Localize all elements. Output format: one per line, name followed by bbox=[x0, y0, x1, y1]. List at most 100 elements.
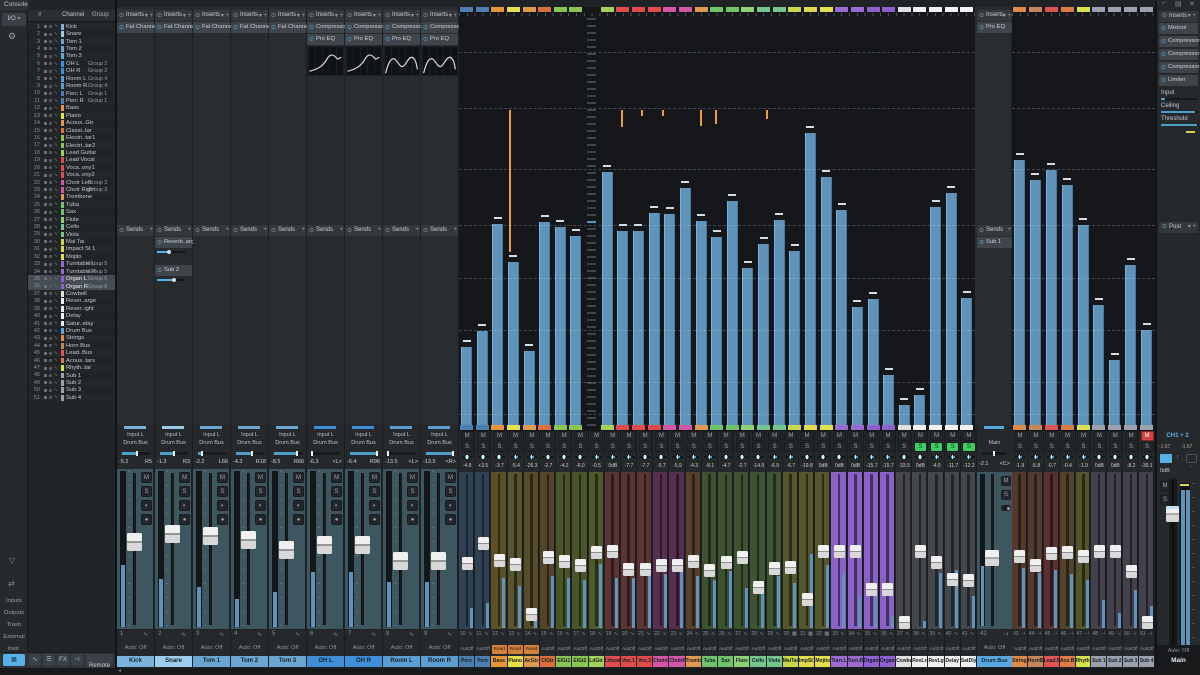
insert-slot[interactable] bbox=[1159, 75, 1198, 86]
automation-mode[interactable]: Auto: Off bbox=[276, 645, 299, 651]
automation-mode[interactable]: AutOff bbox=[880, 647, 895, 652]
fader-cap[interactable] bbox=[736, 551, 748, 565]
mute-button[interactable]: M bbox=[557, 431, 571, 441]
strip-name[interactable]: ElGt2 bbox=[572, 656, 588, 667]
record-button[interactable]: ● bbox=[445, 514, 456, 525]
fader-value[interactable]: 0dB bbox=[851, 463, 861, 469]
channel-name[interactable]: Perc L bbox=[66, 90, 83, 97]
channel-row[interactable] bbox=[28, 141, 115, 150]
channel-row[interactable] bbox=[28, 356, 115, 365]
pan-handle[interactable] bbox=[311, 451, 314, 456]
solo-button[interactable]: S bbox=[703, 442, 717, 452]
pan-handle[interactable] bbox=[644, 455, 646, 459]
channel-color-chip[interactable] bbox=[61, 194, 64, 201]
add-button[interactable]: + bbox=[1007, 227, 1011, 234]
fader-value[interactable]: -5.4 bbox=[511, 463, 520, 469]
fader-cap[interactable] bbox=[833, 545, 845, 558]
monitor-button[interactable]: ◐ bbox=[179, 500, 190, 511]
fader-value[interactable]: -5.9 bbox=[673, 463, 682, 469]
channel-color-chip[interactable] bbox=[61, 120, 64, 127]
fader-cap[interactable] bbox=[493, 553, 505, 567]
channel-color-chip[interactable] bbox=[61, 320, 64, 327]
channel-mute-dot[interactable] bbox=[44, 25, 47, 29]
section-header[interactable] bbox=[307, 225, 344, 236]
insert-slot[interactable] bbox=[231, 22, 268, 33]
channel-row[interactable] bbox=[28, 371, 115, 380]
monitor-toggle[interactable] bbox=[1001, 505, 1011, 511]
mute-button[interactable]: M bbox=[1045, 431, 1059, 441]
channel-solo-dot[interactable] bbox=[49, 284, 52, 288]
solo-button[interactable]: S bbox=[849, 442, 863, 452]
channel-solo-dot[interactable] bbox=[49, 351, 52, 355]
record-button[interactable]: ● bbox=[141, 514, 152, 525]
channel-color-chip[interactable] bbox=[61, 23, 64, 30]
insert-slot[interactable] bbox=[977, 22, 1012, 33]
channel-solo-dot[interactable] bbox=[49, 218, 52, 222]
pan-handle[interactable] bbox=[375, 451, 378, 456]
mute-button[interactable]: M bbox=[331, 472, 342, 483]
fader-value[interactable]: -13.5 bbox=[423, 459, 436, 465]
solo-button[interactable]: S bbox=[719, 442, 733, 452]
channel-solo-dot[interactable] bbox=[49, 151, 52, 155]
pan-handle[interactable] bbox=[692, 455, 695, 459]
strip-name[interactable]: Bass bbox=[491, 656, 507, 667]
strip-name[interactable]: Sub 4 bbox=[1139, 656, 1154, 667]
fader-value[interactable]: -0.5 bbox=[592, 463, 601, 469]
channel-name[interactable]: Viola bbox=[66, 231, 79, 238]
pan-handle[interactable] bbox=[838, 455, 840, 459]
solo-button[interactable]: S bbox=[331, 486, 342, 497]
channel-solo-dot[interactable] bbox=[49, 129, 52, 133]
channel-color-chip[interactable] bbox=[61, 60, 64, 67]
mute-button[interactable]: M bbox=[946, 431, 960, 441]
automation-mode[interactable]: Auto: Off bbox=[124, 645, 147, 651]
channel-color-chip[interactable] bbox=[61, 38, 64, 45]
pan-handle[interactable] bbox=[773, 455, 776, 459]
automation-mode[interactable]: AutOff bbox=[1076, 647, 1090, 652]
channel-color-chip[interactable] bbox=[61, 149, 64, 156]
solo-button[interactable]: S bbox=[816, 442, 830, 452]
mute-button[interactable]: M bbox=[541, 431, 555, 441]
fader-value[interactable]: -4.2 bbox=[559, 463, 569, 469]
panel-divider[interactable] bbox=[115, 0, 117, 675]
channel-color-chip[interactable] bbox=[61, 365, 64, 371]
solo-button[interactable]: S bbox=[573, 442, 587, 452]
insert-slot[interactable] bbox=[155, 237, 192, 248]
mute-button[interactable]: M bbox=[881, 431, 895, 441]
channel-row[interactable] bbox=[28, 312, 115, 320]
channel-name[interactable]: Sub 1 bbox=[66, 372, 82, 379]
fader-value[interactable]: -5.8 bbox=[1031, 463, 1041, 469]
mute-button[interactable]: M bbox=[687, 431, 701, 441]
channel-color-chip[interactable] bbox=[61, 127, 64, 134]
mute-button[interactable]: M bbox=[1029, 431, 1043, 441]
solo-button[interactable]: S bbox=[784, 442, 798, 452]
channel-mute-dot[interactable] bbox=[44, 143, 47, 147]
add-button[interactable]: + bbox=[453, 227, 457, 234]
solo-button[interactable]: S bbox=[622, 442, 636, 452]
channel-name[interactable]: Tuba bbox=[66, 201, 79, 208]
monitor-button[interactable]: ◐ bbox=[293, 500, 304, 511]
pan-track[interactable] bbox=[311, 452, 340, 455]
fader-value[interactable]: -15.7 bbox=[866, 463, 878, 469]
strip-name[interactable]: LdGtr bbox=[588, 656, 604, 667]
solo-button[interactable]: S bbox=[445, 486, 456, 497]
automation-mode[interactable]: AutOff bbox=[913, 647, 927, 652]
fader-value[interactable]: 0dB bbox=[915, 463, 925, 469]
channel-solo-dot[interactable] bbox=[49, 77, 52, 81]
bottom-scroll-bar[interactable] bbox=[0, 668, 1200, 675]
channel-color-chip[interactable] bbox=[61, 328, 64, 334]
fader-value[interactable]: -0.4 bbox=[1063, 463, 1072, 469]
mute-button[interactable]: M bbox=[460, 431, 474, 441]
mute-button[interactable]: M bbox=[816, 431, 830, 441]
fader-value[interactable]: -3.7 bbox=[495, 463, 504, 469]
solo-button[interactable]: S bbox=[590, 442, 604, 452]
automation-mode[interactable]: AutOff bbox=[654, 647, 668, 652]
automation-mode[interactable]: AutOff bbox=[961, 647, 976, 652]
channel-name[interactable]: Trombone bbox=[66, 194, 93, 201]
solo-button[interactable]: S bbox=[881, 442, 895, 452]
channel-name[interactable]: Rever..arge bbox=[66, 298, 96, 305]
mute-button[interactable]: M bbox=[179, 472, 190, 483]
channel-solo-dot[interactable] bbox=[49, 91, 52, 95]
pan-value[interactable]: <R> bbox=[445, 459, 456, 465]
channel-solo-dot[interactable] bbox=[49, 203, 52, 207]
